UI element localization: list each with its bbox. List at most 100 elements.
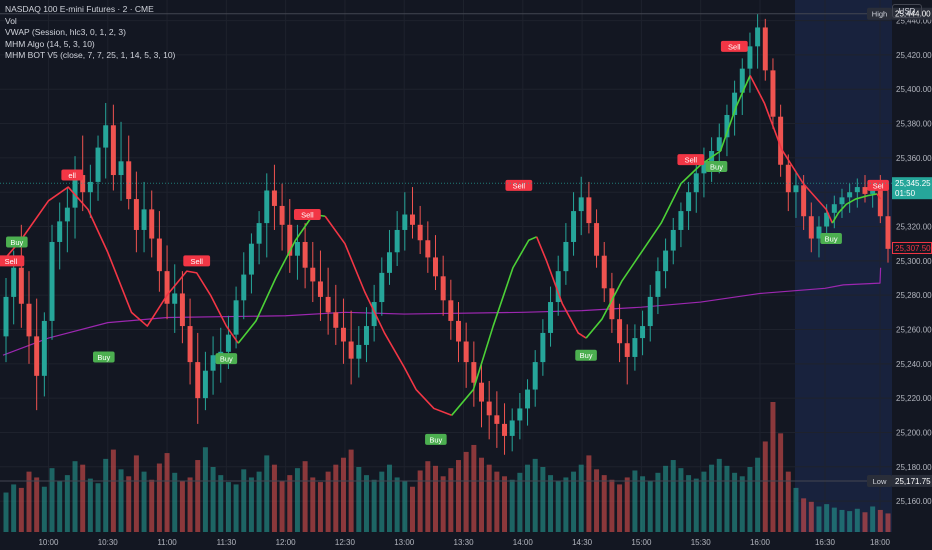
candle-body (72, 175, 78, 208)
algo-path (2, 186, 239, 344)
volume-bar (294, 468, 300, 532)
candle-body (402, 214, 408, 230)
candle-body (195, 362, 201, 399)
time-axis-bg (0, 532, 932, 550)
volume-bar (808, 501, 814, 532)
signal-label: Sell (728, 42, 741, 51)
volume-bar (225, 482, 231, 532)
candle-body (256, 223, 262, 244)
volume-bar (463, 451, 469, 532)
volume-bar (80, 464, 86, 532)
time-tick-label: 15:30 (691, 538, 712, 547)
candle-body (18, 267, 24, 304)
candle-body (164, 271, 170, 304)
volume-bar (578, 464, 584, 532)
volume-bar (57, 480, 63, 532)
candle-body (732, 92, 738, 115)
volume-bar (379, 471, 385, 532)
legend-bot[interactable]: MHM BOT V5 (close, 7, 7, 25, 1, 14, 5, 3… (5, 50, 176, 60)
volume-bar (18, 487, 24, 532)
algo-path (876, 193, 882, 200)
time-tick-label: 18:00 (870, 538, 891, 547)
high-label-tag-text: High (872, 10, 887, 19)
algo-path (749, 75, 834, 224)
time-tick-label: 10:00 (38, 538, 59, 547)
candle-body (640, 326, 646, 339)
algo-path (831, 193, 878, 224)
candle-body (885, 216, 891, 249)
volume-bar (118, 469, 124, 532)
legend-algo[interactable]: MHM Algo (14, 5, 3, 10) (5, 38, 95, 49)
volume-bar (394, 477, 400, 532)
buy-signal: Buy (6, 236, 28, 248)
sell-signal: Sel (867, 179, 889, 191)
candle-body (264, 190, 270, 224)
volume-bar (440, 476, 446, 532)
candle-body (41, 320, 47, 376)
legend-vwap[interactable]: VWAP (Session, hlc3, 0, 1, 2, 3) (5, 27, 126, 37)
signal-label: Sell (685, 156, 698, 165)
candle-body (747, 46, 753, 69)
candle-body (525, 389, 531, 409)
candle-body (854, 187, 860, 193)
candle-body (302, 241, 308, 268)
volume-bar (64, 475, 70, 532)
candle-body (532, 362, 538, 390)
candle-body (210, 355, 216, 371)
candle-body (824, 212, 830, 227)
buy-signal: Buy (705, 160, 728, 172)
candle-body (801, 185, 807, 217)
signal-box (93, 351, 115, 363)
price-tick-label: 25,280.00 (896, 291, 932, 300)
volume-bar (831, 507, 837, 532)
buy-signal: Buy (215, 353, 238, 365)
algo-path (324, 215, 452, 417)
low-label-box (892, 474, 932, 487)
last-price-label-countdown: 01:50 (895, 189, 916, 198)
volume-bar (179, 480, 185, 532)
candle-body (471, 362, 477, 383)
time-tick-label: 16:30 (815, 538, 836, 547)
candle-body (555, 271, 561, 303)
volume-bar (747, 467, 753, 532)
legend-vol[interactable]: Vol (5, 15, 17, 26)
candle-body (95, 147, 101, 182)
volume-bar (156, 463, 162, 532)
volume-bar (801, 498, 807, 532)
volume-bar (563, 477, 569, 532)
time-tick-label: 12:30 (335, 538, 356, 547)
candle-body (440, 276, 446, 301)
volume-bar (256, 471, 262, 532)
price-axis[interactable]: 25,160.00 25,180.00 25,200.00 25,220.00 25,2… (892, 0, 932, 550)
candle-body (847, 192, 853, 198)
price-tick-label: 25,240.00 (896, 360, 932, 369)
candle-body (571, 211, 577, 242)
volume-bar (839, 509, 845, 532)
high-label-box (892, 7, 932, 20)
volume-bar (716, 458, 722, 532)
volume-bar (279, 480, 285, 532)
candle-body (417, 224, 423, 241)
price-tick-label: 25,380.00 (896, 120, 932, 129)
candle-body (202, 370, 208, 399)
candle-body (770, 70, 776, 117)
candle-body (310, 267, 316, 282)
time-axis[interactable]: 10:00 10:30 11:00 11:30 12:00 12:30 13:00 13:30… (0, 532, 932, 550)
candle-body (340, 327, 346, 342)
candle-body (540, 332, 546, 363)
volume-bar (647, 480, 653, 532)
volume-bar (525, 464, 531, 532)
algo-line (2, 75, 882, 417)
candle-body (248, 243, 254, 275)
volume-bar (287, 475, 293, 532)
time-tick-label: 11:00 (157, 538, 177, 547)
volume-bar (670, 460, 676, 532)
volume-bar (72, 461, 78, 532)
legend-symbol[interactable]: NASDAQ 100 E-mini Futures · 2 · CME (5, 4, 154, 14)
time-tick-label: 13:30 (454, 538, 475, 547)
volume-bar (3, 492, 9, 532)
volume-bar (233, 484, 239, 532)
currency-button[interactable]: USD (892, 4, 922, 18)
algo-path (535, 236, 587, 339)
